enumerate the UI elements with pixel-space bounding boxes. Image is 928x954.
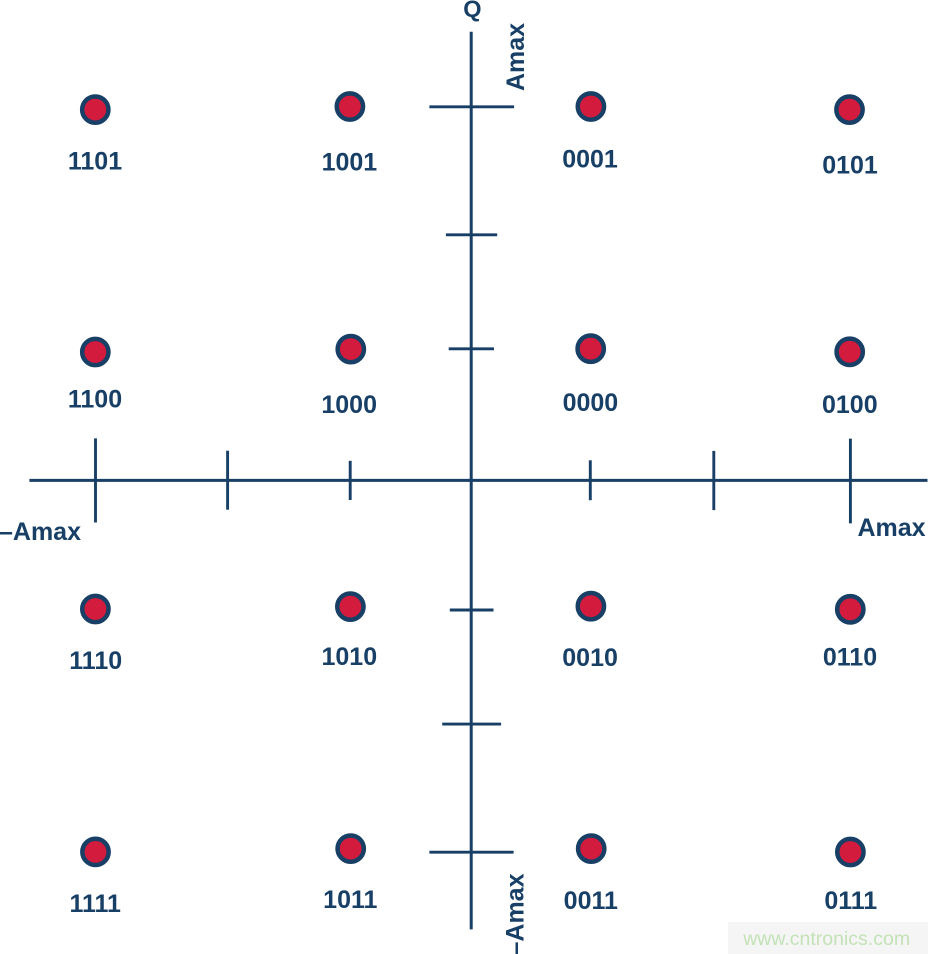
svg-text:www.cntronics.com: www.cntronics.com xyxy=(742,928,910,950)
svg-text:0010: 0010 xyxy=(562,644,618,672)
svg-text:1010: 1010 xyxy=(321,643,377,671)
svg-text:0110: 0110 xyxy=(823,644,877,672)
svg-text:0000: 0000 xyxy=(563,389,619,417)
svg-text:1111: 1111 xyxy=(69,890,121,918)
svg-text:0011: 0011 xyxy=(564,887,618,915)
svg-text:1001: 1001 xyxy=(322,149,378,177)
svg-text:Q: Q xyxy=(463,0,481,21)
svg-text:1100: 1100 xyxy=(68,386,122,414)
svg-text:0100: 0100 xyxy=(822,391,878,419)
svg-text:0101: 0101 xyxy=(822,151,878,179)
svg-text:Amax: Amax xyxy=(502,23,530,91)
svg-text:1000: 1000 xyxy=(321,391,377,419)
svg-text:1011: 1011 xyxy=(323,886,377,914)
svg-text:1101: 1101 xyxy=(68,147,122,175)
svg-text:–Amax: –Amax xyxy=(502,873,530,954)
svg-text:Amax: Amax xyxy=(858,514,926,542)
svg-text:1110: 1110 xyxy=(69,647,122,675)
svg-text:0111: 0111 xyxy=(824,887,877,915)
svg-text:0001: 0001 xyxy=(562,145,618,173)
svg-text:–Amax: –Amax xyxy=(0,518,81,546)
